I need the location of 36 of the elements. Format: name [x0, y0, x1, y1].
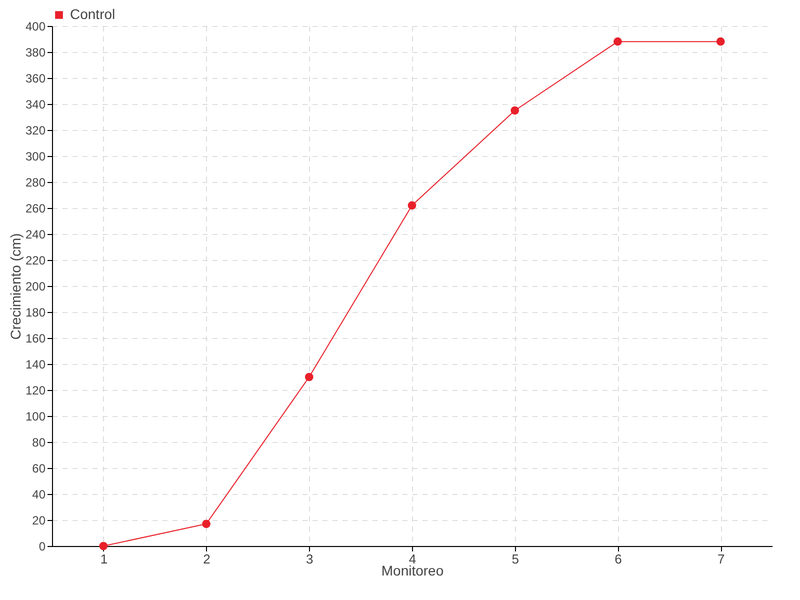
y-tick-label: 300 [25, 150, 46, 164]
y-tick-label: 160 [25, 332, 46, 346]
y-tick-label: 200 [25, 280, 46, 294]
x-tick-label: 1 [100, 552, 108, 566]
y-tick-label: 60 [32, 462, 46, 476]
y-tick-label: 240 [25, 228, 46, 242]
y-tick-label: 280 [25, 176, 46, 190]
point [408, 201, 416, 210]
y-tick-label: 220 [25, 254, 46, 268]
y-tick-label: 400 [25, 20, 46, 34]
x-tick-label: 3 [306, 552, 314, 566]
y-tick-label: 260 [25, 202, 46, 216]
x-tick-label: 2 [203, 552, 210, 566]
y-tick-label: 80 [32, 436, 46, 450]
y-tick-label: 100 [25, 410, 46, 424]
y-tick-label: 40 [32, 488, 46, 502]
point [614, 37, 622, 46]
y-tick-label: 0 [38, 540, 46, 554]
point [510, 106, 520, 115]
point [202, 520, 210, 528]
y-tick-label: 180 [25, 306, 46, 320]
y-tick-label: 120 [25, 384, 46, 398]
point [716, 37, 725, 46]
y-tick-label: 340 [25, 98, 46, 112]
x-tick-label: 5 [512, 552, 519, 566]
x-tick-label: 6 [614, 552, 622, 566]
y-tick-label: 20 [32, 514, 46, 528]
point [99, 542, 108, 550]
y-axis-title: Crecimiento (cm) [7, 233, 24, 340]
y-tick-label: 320 [25, 124, 46, 138]
y-tick-label: 140 [25, 358, 46, 372]
y-tick-label: 360 [25, 72, 46, 86]
y-tick-label: 380 [25, 46, 46, 60]
point [304, 372, 314, 382]
x-tick-label: 7 [717, 552, 725, 566]
legend-label: Control [70, 6, 116, 22]
